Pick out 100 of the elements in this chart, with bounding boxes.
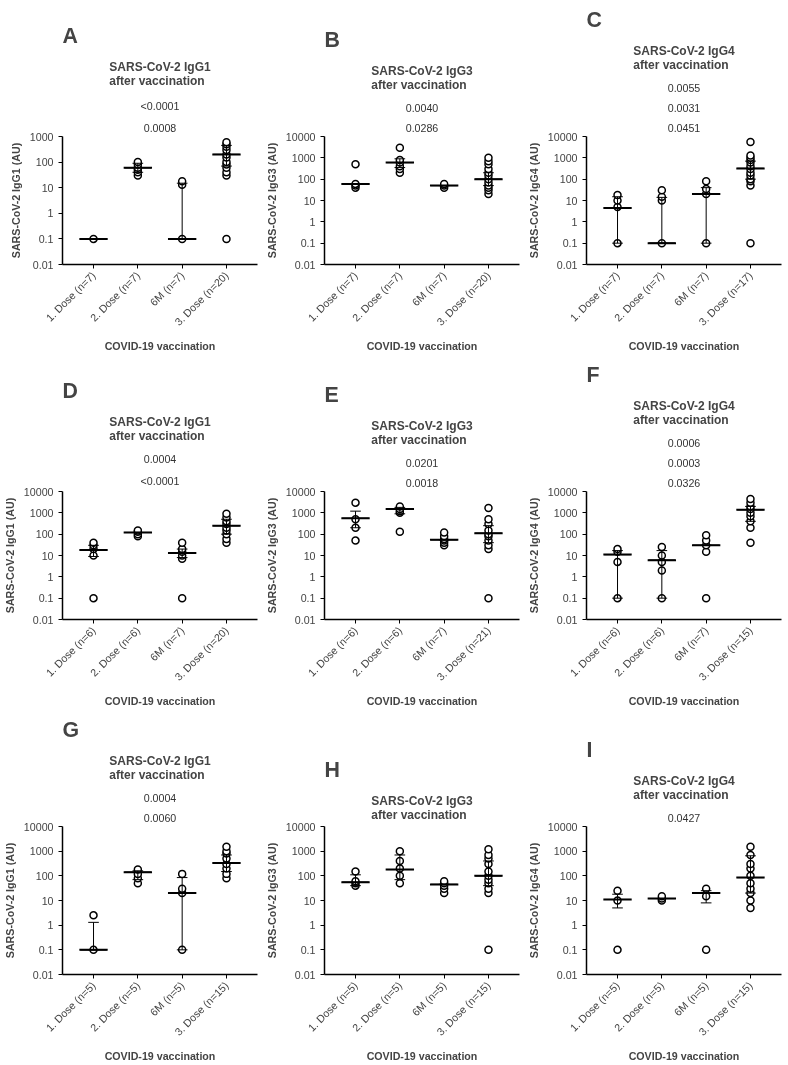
text: 0.0018 <box>405 476 439 489</box>
y-tick-label: 100 <box>559 528 578 541</box>
text: 0.0201 <box>405 456 439 469</box>
y-tick-label: 0.1 <box>300 943 316 956</box>
y-tick-label: 0.01 <box>294 613 316 626</box>
x-axis-title: COVID-19 vaccination <box>366 1050 478 1063</box>
y-tick-label: 0.01 <box>556 258 578 271</box>
chart-title: SARS-CoV-2 IgG3 after vaccination <box>371 418 473 447</box>
text: 0.0427 <box>667 811 701 824</box>
text: C <box>586 7 602 32</box>
x-axis-title: COVID-19 vaccination <box>366 695 478 708</box>
y-tick-label: 10000 <box>547 130 578 143</box>
y-tick-label: 100 <box>559 173 578 186</box>
y-tick-label: 1 <box>571 215 578 228</box>
y-tick-label: 10 <box>565 894 578 907</box>
text: G <box>62 717 80 742</box>
text: 0.0286 <box>405 121 439 134</box>
y-tick-label: 10000 <box>547 485 578 498</box>
y-axis-title: SARS-CoV-2 IgG4 (AU) <box>527 497 540 614</box>
text: 0.0008 <box>143 121 177 134</box>
text: F <box>586 362 600 387</box>
chart-title: SARS-CoV-2 IgG4 after vaccination <box>633 398 735 427</box>
y-tick-label: 100 <box>297 869 316 882</box>
y-tick-label: 1 <box>47 570 54 583</box>
y-tick-label: 0.01 <box>556 613 578 626</box>
y-tick-label: 1000 <box>29 130 54 143</box>
x-axis-title: COVID-19 vaccination <box>366 340 478 353</box>
y-tick-label: 1000 <box>553 845 578 858</box>
y-tick-label: 1000 <box>553 506 578 519</box>
y-tick-label: 1 <box>309 215 316 228</box>
y-tick-label: 100 <box>35 869 54 882</box>
y-tick-label: 0.01 <box>32 968 54 981</box>
x-axis-title: COVID-19 vaccination <box>628 695 740 708</box>
y-axis-title: SARS-CoV-2 IgG4 (AU) <box>527 142 540 259</box>
chart-title: SARS-CoV-2 IgG1 after vaccination <box>109 414 211 443</box>
text: 0.0003 <box>667 456 701 469</box>
text: 0.0040 <box>405 101 439 114</box>
y-tick-label: 10 <box>303 549 316 562</box>
y-axis-title: SARS-CoV-2 IgG3 (AU) <box>265 842 278 959</box>
y-axis-title: SARS-CoV-2 IgG4 (AU) <box>527 842 540 959</box>
text: 0.0004 <box>143 452 177 465</box>
y-tick-label: 100 <box>559 869 578 882</box>
y-tick-label: 100 <box>297 528 316 541</box>
text: E <box>324 382 339 407</box>
y-axis-title: SARS-CoV-2 IgG1 (AU) <box>3 497 16 614</box>
chart-title: SARS-CoV-2 IgG3 after vaccination <box>371 793 473 822</box>
y-tick-label: 1000 <box>29 845 54 858</box>
y-tick-label: 10 <box>565 194 578 207</box>
text: 0.0004 <box>143 791 177 804</box>
y-tick-label: 10 <box>41 894 54 907</box>
chart-title: SARS-CoV-2 IgG4 after vaccination <box>633 43 735 72</box>
chart-title: SARS-CoV-2 IgG1 after vaccination <box>109 59 211 88</box>
text: 0.0031 <box>667 101 701 114</box>
y-tick-label: 1000 <box>291 151 316 164</box>
y-tick-label: 0.01 <box>294 968 316 981</box>
y-tick-label: 1000 <box>291 506 316 519</box>
text: <0.0001 <box>140 99 180 112</box>
text: H <box>324 757 340 782</box>
y-tick-label: 1 <box>47 207 54 220</box>
text: 0.0055 <box>667 81 701 94</box>
y-tick-label: 1 <box>309 570 316 583</box>
text: B <box>324 27 340 52</box>
y-tick-label: 100 <box>35 528 54 541</box>
y-tick-label: 0.1 <box>300 237 316 250</box>
text: 0.0060 <box>143 811 177 824</box>
text: <0.0001 <box>140 474 180 487</box>
y-tick-label: 100 <box>35 156 54 169</box>
text: 0.0326 <box>667 476 701 489</box>
y-tick-label: 10 <box>303 194 316 207</box>
y-tick-label: 10000 <box>285 820 316 833</box>
text: I <box>586 737 593 762</box>
y-tick-label: 0.1 <box>562 237 578 250</box>
y-axis-title: SARS-CoV-2 IgG3 (AU) <box>265 142 278 259</box>
y-tick-label: 1 <box>571 919 578 932</box>
y-tick-label: 0.01 <box>32 613 54 626</box>
y-tick-label: 10 <box>41 549 54 562</box>
y-tick-label: 10000 <box>23 485 54 498</box>
x-axis-title: COVID-19 vaccination <box>628 1050 740 1063</box>
y-tick-label: 10 <box>565 549 578 562</box>
y-tick-label: 0.01 <box>32 258 54 271</box>
y-tick-label: 0.01 <box>556 968 578 981</box>
chart-title: SARS-CoV-2 IgG4 after vaccination <box>633 773 735 802</box>
y-tick-label: 1 <box>309 919 316 932</box>
y-tick-label: 0.1 <box>562 592 578 605</box>
text: 0.0006 <box>667 436 701 449</box>
y-tick-label: 1 <box>47 919 54 932</box>
y-tick-label: 10 <box>41 181 54 194</box>
y-tick-label: 1000 <box>291 845 316 858</box>
y-tick-label: 10000 <box>285 485 316 498</box>
y-tick-label: 0.1 <box>38 232 54 245</box>
y-axis-title: SARS-CoV-2 IgG3 (AU) <box>265 497 278 614</box>
y-tick-label: 10000 <box>23 820 54 833</box>
chart-title: SARS-CoV-2 IgG1 after vaccination <box>109 753 211 782</box>
y-axis-title: SARS-CoV-2 IgG1 (AU) <box>9 142 22 259</box>
y-tick-label: 0.1 <box>562 943 578 956</box>
text: 0.0451 <box>667 121 701 134</box>
y-tick-label: 10000 <box>285 130 316 143</box>
y-tick-label: 1000 <box>553 151 578 164</box>
y-tick-label: 0.1 <box>38 592 54 605</box>
y-tick-label: 0.01 <box>294 258 316 271</box>
